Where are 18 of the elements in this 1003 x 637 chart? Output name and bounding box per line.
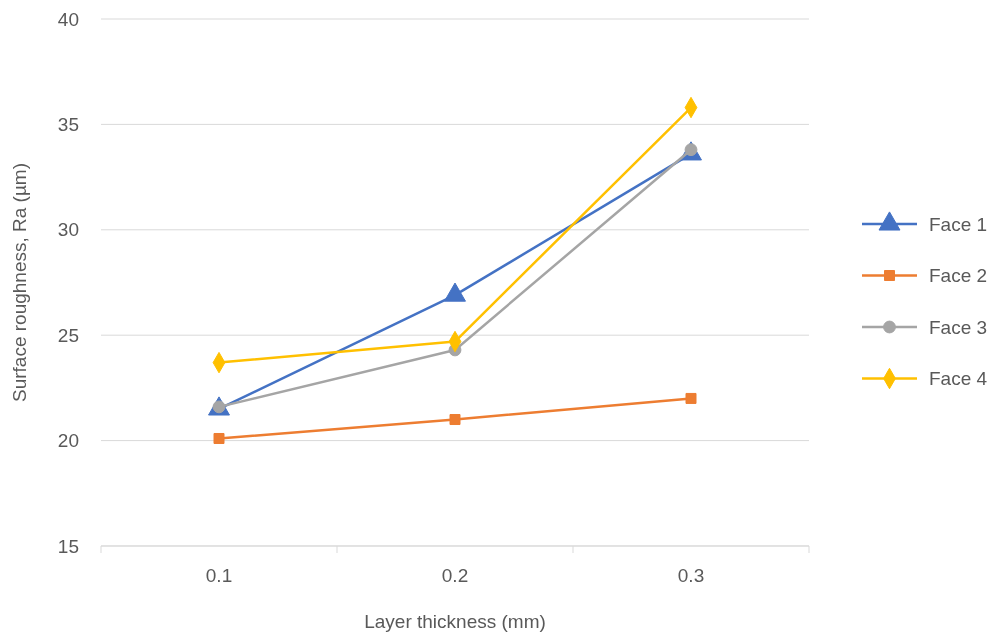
legend-label: Face 1 <box>929 213 988 235</box>
x-tick-label: 0.3 <box>677 565 705 586</box>
x-tick-label: 0.1 <box>205 565 233 586</box>
point <box>213 432 225 444</box>
y-axis-title: Surface roughness, Ra (µm) <box>9 162 30 403</box>
x-axis-title: Layer thickness (mm) <box>364 611 546 632</box>
y-tick-label: 25 <box>57 324 79 346</box>
y-tick-label: 35 <box>57 114 79 136</box>
legend-label: Face 2 <box>929 265 988 287</box>
legend-label: Face 4 <box>929 368 988 390</box>
y-tick-label: 40 <box>57 8 79 30</box>
x-tick-label: 0.2 <box>441 565 469 586</box>
y-tick-label: 20 <box>57 430 79 452</box>
point <box>449 414 461 426</box>
legend-label: Face 3 <box>929 316 988 338</box>
y-tick-label: 30 <box>57 219 79 241</box>
point <box>685 392 697 404</box>
y-tick-label: 15 <box>57 535 79 557</box>
